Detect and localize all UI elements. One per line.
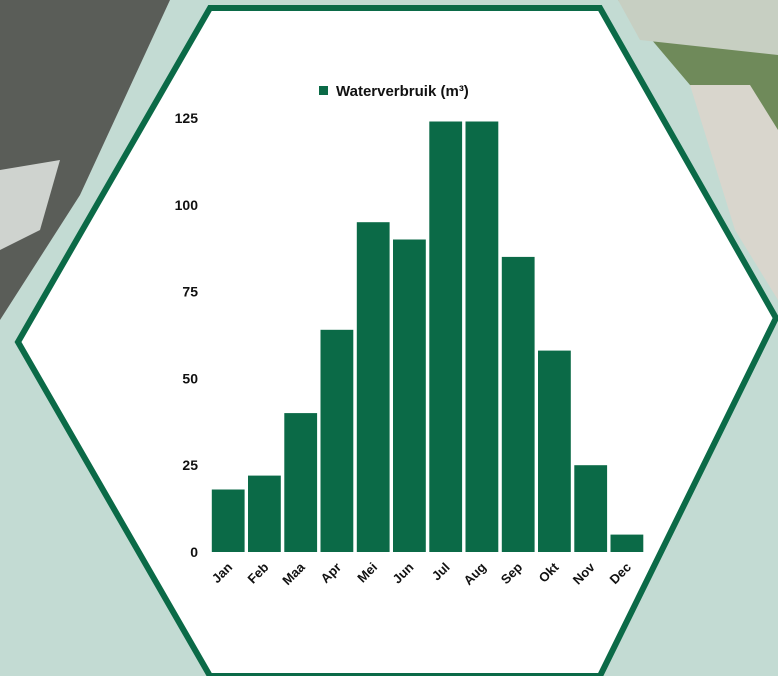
bar-aug xyxy=(465,121,499,552)
right-photo-sky xyxy=(618,0,778,55)
y-tick-label: 125 xyxy=(175,110,199,126)
y-tick-label: 100 xyxy=(175,197,199,213)
bar-dec xyxy=(610,534,644,552)
bar-mei xyxy=(356,222,390,552)
bar-nov xyxy=(574,465,608,552)
y-tick-label: 50 xyxy=(182,370,198,386)
bars xyxy=(211,121,644,552)
left-photo xyxy=(0,0,170,320)
bar-jun xyxy=(393,239,426,552)
bar-apr xyxy=(320,329,354,552)
y-tick-label: 25 xyxy=(182,457,198,473)
bar-maa xyxy=(284,413,318,552)
y-tick-label: 75 xyxy=(182,284,198,300)
bar-feb xyxy=(248,475,281,552)
left-photo-surface xyxy=(0,160,60,250)
bar-jul xyxy=(429,121,463,552)
y-axis: 0 25 50 75 100 125 xyxy=(175,110,199,560)
bar-sep xyxy=(501,256,535,552)
y-tick-label: 0 xyxy=(190,544,198,560)
legend-label: Waterverbruik (m³) xyxy=(336,83,469,100)
legend-swatch xyxy=(319,86,328,95)
right-photo-building xyxy=(690,85,778,300)
right-photo xyxy=(618,0,778,230)
bar-okt xyxy=(538,350,571,552)
bar-jan xyxy=(211,489,245,552)
